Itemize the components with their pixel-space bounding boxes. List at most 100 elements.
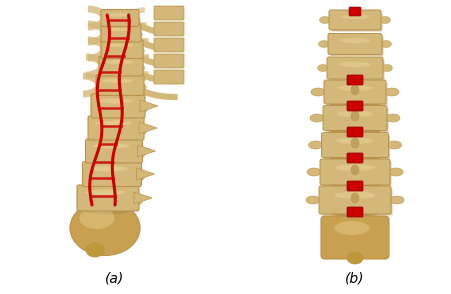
- Ellipse shape: [329, 183, 379, 190]
- FancyBboxPatch shape: [91, 94, 145, 118]
- Ellipse shape: [334, 221, 368, 235]
- Ellipse shape: [350, 85, 358, 95]
- Ellipse shape: [92, 121, 147, 140]
- FancyBboxPatch shape: [154, 38, 184, 52]
- Ellipse shape: [87, 166, 145, 186]
- Ellipse shape: [380, 41, 391, 48]
- FancyBboxPatch shape: [321, 188, 391, 216]
- FancyBboxPatch shape: [77, 185, 139, 211]
- Ellipse shape: [329, 155, 379, 161]
- Ellipse shape: [337, 85, 372, 91]
- FancyBboxPatch shape: [154, 22, 184, 36]
- FancyBboxPatch shape: [318, 186, 390, 214]
- Ellipse shape: [329, 210, 379, 216]
- Ellipse shape: [105, 14, 140, 26]
- FancyBboxPatch shape: [101, 9, 139, 26]
- Ellipse shape: [92, 135, 137, 143]
- Ellipse shape: [106, 13, 130, 16]
- FancyBboxPatch shape: [331, 13, 382, 31]
- Ellipse shape: [85, 190, 125, 195]
- FancyBboxPatch shape: [346, 181, 362, 191]
- Ellipse shape: [318, 41, 329, 48]
- Ellipse shape: [334, 192, 375, 199]
- FancyBboxPatch shape: [326, 57, 382, 79]
- Ellipse shape: [92, 143, 129, 148]
- FancyBboxPatch shape: [329, 59, 384, 81]
- Ellipse shape: [310, 88, 324, 96]
- Ellipse shape: [305, 196, 319, 204]
- Ellipse shape: [306, 168, 320, 176]
- Ellipse shape: [350, 111, 358, 121]
- Ellipse shape: [350, 193, 358, 203]
- FancyBboxPatch shape: [346, 75, 362, 85]
- Ellipse shape: [94, 113, 139, 121]
- Ellipse shape: [385, 114, 399, 122]
- Ellipse shape: [329, 128, 379, 134]
- FancyBboxPatch shape: [323, 135, 389, 159]
- Ellipse shape: [329, 101, 379, 108]
- Ellipse shape: [336, 111, 372, 117]
- FancyBboxPatch shape: [154, 6, 184, 20]
- Ellipse shape: [105, 44, 145, 58]
- FancyBboxPatch shape: [319, 159, 389, 185]
- FancyBboxPatch shape: [321, 133, 388, 158]
- Ellipse shape: [102, 78, 133, 83]
- FancyBboxPatch shape: [326, 83, 387, 106]
- Ellipse shape: [319, 16, 330, 24]
- Polygon shape: [137, 145, 155, 157]
- FancyBboxPatch shape: [101, 24, 141, 42]
- FancyBboxPatch shape: [322, 161, 391, 186]
- Text: (a): (a): [105, 271, 124, 285]
- FancyBboxPatch shape: [85, 139, 142, 163]
- FancyBboxPatch shape: [154, 70, 184, 84]
- Ellipse shape: [79, 207, 114, 229]
- Ellipse shape: [95, 121, 131, 126]
- Ellipse shape: [317, 64, 328, 71]
- FancyBboxPatch shape: [346, 101, 362, 111]
- Ellipse shape: [350, 165, 358, 175]
- FancyBboxPatch shape: [99, 56, 143, 76]
- FancyBboxPatch shape: [83, 161, 141, 186]
- Ellipse shape: [388, 168, 402, 176]
- Ellipse shape: [105, 60, 133, 64]
- FancyBboxPatch shape: [323, 80, 385, 104]
- Ellipse shape: [339, 62, 370, 67]
- FancyBboxPatch shape: [88, 116, 144, 140]
- Ellipse shape: [346, 252, 362, 264]
- Ellipse shape: [90, 166, 128, 171]
- FancyBboxPatch shape: [96, 74, 144, 96]
- Ellipse shape: [96, 99, 148, 118]
- FancyBboxPatch shape: [346, 153, 362, 163]
- FancyBboxPatch shape: [154, 54, 184, 68]
- FancyBboxPatch shape: [320, 216, 388, 259]
- Ellipse shape: [336, 138, 373, 144]
- Ellipse shape: [335, 164, 374, 171]
- Polygon shape: [139, 122, 156, 134]
- Ellipse shape: [340, 14, 368, 19]
- Ellipse shape: [82, 190, 143, 211]
- FancyBboxPatch shape: [330, 36, 382, 56]
- Ellipse shape: [85, 206, 130, 214]
- Ellipse shape: [100, 79, 146, 95]
- Polygon shape: [140, 100, 158, 112]
- Ellipse shape: [90, 144, 146, 163]
- Ellipse shape: [350, 138, 358, 148]
- Ellipse shape: [105, 28, 143, 41]
- Ellipse shape: [339, 38, 369, 43]
- Ellipse shape: [70, 201, 140, 255]
- Ellipse shape: [106, 44, 133, 47]
- Ellipse shape: [87, 182, 132, 190]
- Ellipse shape: [90, 158, 135, 166]
- FancyBboxPatch shape: [327, 34, 381, 54]
- Ellipse shape: [106, 28, 132, 31]
- Ellipse shape: [309, 114, 323, 122]
- Polygon shape: [133, 192, 152, 204]
- Text: (b): (b): [345, 271, 364, 285]
- Ellipse shape: [103, 60, 145, 76]
- Ellipse shape: [379, 16, 390, 24]
- FancyBboxPatch shape: [101, 39, 143, 59]
- Ellipse shape: [381, 64, 391, 71]
- FancyBboxPatch shape: [346, 207, 362, 217]
- Ellipse shape: [308, 141, 322, 149]
- FancyBboxPatch shape: [325, 108, 388, 132]
